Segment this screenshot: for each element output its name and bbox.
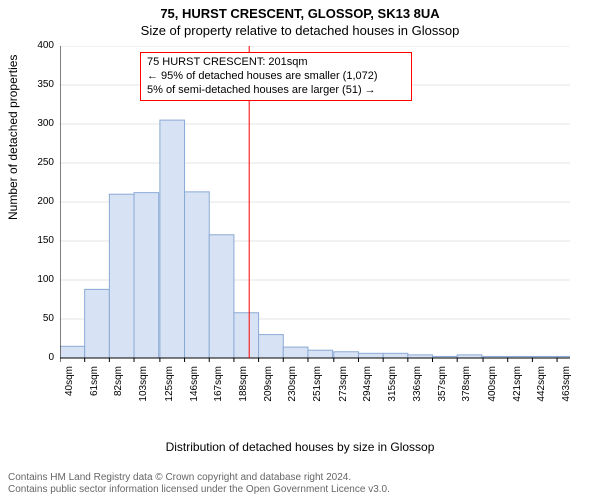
x-tick-label: 61sqm: [89, 366, 100, 414]
x-tick-label: 40sqm: [64, 366, 75, 414]
x-tick-label: 273sqm: [338, 366, 349, 414]
x-tick-label: 103sqm: [138, 366, 149, 414]
y-tick-label: 250: [24, 157, 54, 168]
footnote-line-2: Contains public sector information licen…: [8, 484, 390, 496]
plot-area: 75 HURST CRESCENT: 201sqm ← 95% of detac…: [60, 46, 570, 416]
x-tick-label: 357sqm: [437, 366, 448, 414]
annotation-box: 75 HURST CRESCENT: 201sqm ← 95% of detac…: [140, 52, 412, 101]
chart-title-main: 75, HURST CRESCENT, GLOSSOP, SK13 8UA: [0, 0, 600, 21]
annotation-line-1: 75 HURST CRESCENT: 201sqm: [147, 56, 405, 70]
x-tick-label: 251sqm: [312, 366, 323, 414]
chart-title-sub: Size of property relative to detached ho…: [0, 21, 600, 38]
annotation-line-2: ← 95% of detached houses are smaller (1,…: [147, 70, 405, 84]
x-tick-label: 230sqm: [287, 366, 298, 414]
histogram-svg: [60, 46, 570, 416]
x-tick-label: 294sqm: [362, 366, 373, 414]
y-tick-label: 200: [24, 196, 54, 207]
footnote-line-1: Contains HM Land Registry data © Crown c…: [8, 472, 390, 484]
y-tick-label: 300: [24, 118, 54, 129]
x-tick-label: 400sqm: [487, 366, 498, 414]
annotation-line-3: 5% of semi-detached houses are larger (5…: [147, 84, 405, 98]
y-tick-label: 0: [24, 352, 54, 363]
y-tick-label: 400: [24, 40, 54, 51]
y-tick-label: 150: [24, 235, 54, 246]
x-tick-label: 146sqm: [189, 366, 200, 414]
x-tick-label: 209sqm: [263, 366, 274, 414]
x-tick-label: 188sqm: [238, 366, 249, 414]
x-axis-label: Distribution of detached houses by size …: [0, 440, 600, 454]
x-tick-label: 336sqm: [412, 366, 423, 414]
x-tick-label: 442sqm: [536, 366, 547, 414]
x-tick-label: 125sqm: [164, 366, 175, 414]
chart-container: 75, HURST CRESCENT, GLOSSOP, SK13 8UA Si…: [0, 0, 600, 500]
x-tick-label: 378sqm: [461, 366, 472, 414]
y-tick-label: 100: [24, 274, 54, 285]
x-tick-label: 421sqm: [512, 366, 523, 414]
footnote: Contains HM Land Registry data © Crown c…: [8, 472, 390, 496]
y-tick-label: 350: [24, 79, 54, 90]
y-axis-label: Number of detached properties: [6, 55, 20, 220]
y-tick-label: 50: [24, 313, 54, 324]
x-tick-label: 463sqm: [561, 366, 572, 414]
x-tick-label: 315sqm: [387, 366, 398, 414]
x-tick-label: 82sqm: [113, 366, 124, 414]
x-tick-label: 167sqm: [213, 366, 224, 414]
